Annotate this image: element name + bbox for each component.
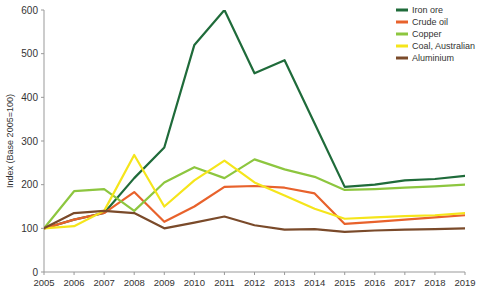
y-tick-label: 600 <box>21 5 38 16</box>
legend-swatch <box>396 45 408 48</box>
legend-swatch <box>396 21 408 24</box>
x-tick <box>434 272 435 275</box>
x-tick-label: 2005 <box>33 277 54 288</box>
y-tick-label: 400 <box>21 92 38 103</box>
legend-swatch <box>396 9 408 12</box>
x-tick-label: 2015 <box>334 277 355 288</box>
x-tick-label: 2017 <box>394 277 415 288</box>
x-tick-label: 2007 <box>94 277 115 288</box>
x-tick <box>404 272 405 275</box>
x-tick <box>134 272 135 275</box>
x-tick-label: 2018 <box>424 277 445 288</box>
x-tick <box>194 272 195 275</box>
x-tick-label: 2019 <box>454 277 475 288</box>
legend-label: Crude oil <box>412 17 448 27</box>
y-tick <box>41 141 44 142</box>
x-tick <box>374 272 375 275</box>
y-tick-label: 500 <box>21 48 38 59</box>
y-axis-label: Index (Base 2005=100) <box>5 94 15 188</box>
plot-lines <box>44 10 465 232</box>
y-tick <box>41 97 44 98</box>
legend-label: Iron ore <box>412 5 443 15</box>
x-tick-label: 2011 <box>214 277 234 288</box>
series-line <box>44 10 465 228</box>
legend-swatch <box>396 33 408 36</box>
x-tick-label: 2009 <box>154 277 175 288</box>
y-tick-label: 200 <box>21 179 38 190</box>
x-tick-label: 2006 <box>64 277 85 288</box>
y-tick <box>41 53 44 54</box>
legend-label: Aluminium <box>412 53 454 63</box>
x-tick-label: 2012 <box>244 277 265 288</box>
x-tick <box>164 272 165 275</box>
y-tick <box>41 10 44 11</box>
y-tick <box>41 228 44 229</box>
y-tick <box>41 184 44 185</box>
x-tick-label: 2014 <box>304 277 325 288</box>
x-tick <box>74 272 75 275</box>
x-tick-label: 2008 <box>124 277 145 288</box>
legend-swatch <box>396 57 408 60</box>
x-tick <box>104 272 105 275</box>
series-line <box>44 155 465 228</box>
series-line <box>44 211 465 232</box>
x-tick-label: 2013 <box>274 277 295 288</box>
x-tick <box>254 272 255 275</box>
legend-label: Coal, Australian <box>412 41 475 51</box>
x-tick-label: 2016 <box>364 277 385 288</box>
legend: Iron ore Crude oil Copper Coal, Australian A… <box>396 5 475 63</box>
x-tick-label: 2010 <box>184 277 205 288</box>
x-tick <box>344 272 345 275</box>
x-tick <box>465 272 466 275</box>
x-tick <box>314 272 315 275</box>
x-tick <box>284 272 285 275</box>
x-tick <box>44 272 45 275</box>
chart: 0 100 200 300 400 500 600 2005 2006 2007 2008 2009 2… <box>0 0 480 291</box>
x-tick <box>224 272 225 275</box>
y-tick-label: 300 <box>21 136 38 147</box>
series-line <box>44 159 465 228</box>
legend-label: Copper <box>412 29 442 39</box>
y-tick-label: 0 <box>32 267 38 278</box>
y-tick-label: 100 <box>21 223 38 234</box>
